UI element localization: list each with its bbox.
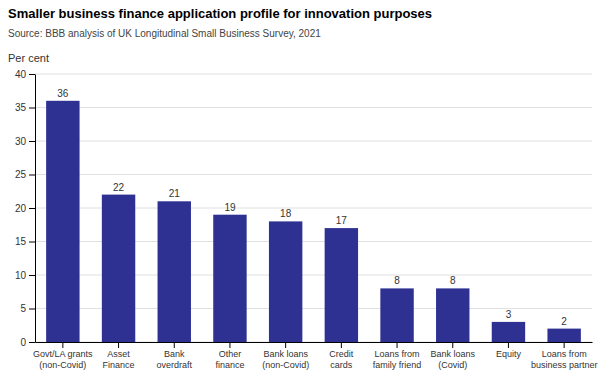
y-tick-label: 10 <box>15 270 27 281</box>
x-tick-label: Loans fromfamily friend <box>373 349 422 370</box>
x-tick: Otherfinance <box>215 342 244 370</box>
x-tick-label: Creditcards <box>329 349 354 370</box>
y-tick-label: 30 <box>15 136 27 147</box>
data-label: 17 <box>336 215 348 226</box>
y-tick-mark <box>29 208 35 209</box>
y-tick-label: 5 <box>20 303 26 314</box>
y-tick-mark <box>29 242 35 243</box>
title: Smaller business finance application pro… <box>8 6 432 21</box>
y-axis-line <box>35 75 36 343</box>
x-tick: Loans fromfamily friend <box>373 342 422 370</box>
bar <box>380 288 413 342</box>
bar <box>213 215 246 342</box>
grid-line <box>35 141 592 142</box>
data-label: 3 <box>506 309 512 320</box>
y-tick: 0 <box>20 337 35 348</box>
y-tick: 5 <box>20 303 35 314</box>
x-tick-mark <box>508 342 509 348</box>
y-tick-mark <box>29 175 35 176</box>
bar <box>102 195 135 342</box>
x-tick: Equity <box>496 342 522 359</box>
y-axis: 0 5 10 15 20 25 30 35 40 <box>15 69 36 348</box>
bar <box>492 322 525 342</box>
x-tick-mark <box>452 342 453 348</box>
x-tick-label: Otherfinance <box>215 349 244 370</box>
y-tick-label: 0 <box>20 337 26 348</box>
x-tick: Loans frombusiness partner <box>531 342 598 370</box>
y-tick-mark <box>29 275 35 276</box>
x-tick-mark <box>174 342 175 348</box>
y-tick-mark <box>29 309 35 310</box>
grid-line <box>35 107 592 108</box>
bar <box>269 221 302 342</box>
x-tick: Bank loans(non-Covid) <box>262 342 309 370</box>
y-tick: 25 <box>15 169 35 180</box>
y-tick-mark <box>29 74 35 75</box>
y-tick-label: 20 <box>15 203 27 214</box>
x-tick-mark <box>229 342 230 348</box>
x-tick-label: Govt/LA grants(non-Covid) <box>33 349 93 370</box>
y-tick-label: 40 <box>15 69 27 80</box>
subtitle: Source: BBB analysis of UK Longitudinal … <box>8 28 321 39</box>
bar <box>547 329 580 342</box>
grid-line <box>35 74 592 75</box>
y-axis-title: Per cent <box>8 52 49 64</box>
data-label: 22 <box>113 182 125 193</box>
x-tick-mark <box>118 342 119 348</box>
data-label: 21 <box>169 188 181 199</box>
y-tick: 20 <box>15 203 35 214</box>
x-tick-label: Bank loans(non-Covid) <box>262 349 309 370</box>
plot: 0 5 10 15 20 25 30 35 40 Govt/LA grants(non-Covid… <box>15 69 598 370</box>
x-tick: Bank loans(Covid) <box>430 342 475 370</box>
data-labels: 36 22 21 19 18 17 8 8 3 2 <box>57 88 567 327</box>
data-label: 36 <box>57 88 69 99</box>
x-tick-label: AssetFinance <box>103 349 135 370</box>
x-tick: Govt/LA grants(non-Covid) <box>33 342 93 370</box>
y-tick: 30 <box>15 136 35 147</box>
x-tick-mark <box>341 342 342 348</box>
bar <box>436 288 469 342</box>
y-tick-label: 15 <box>15 236 27 247</box>
x-tick-label: Loans frombusiness partner <box>531 349 598 370</box>
x-axis: Govt/LA grants(non-Covid) AssetFinance Ban… <box>33 342 597 370</box>
x-tick-mark <box>564 342 565 348</box>
x-tick: AssetFinance <box>103 342 135 370</box>
x-tick: Creditcards <box>329 342 354 370</box>
grid <box>35 74 592 342</box>
y-tick-mark <box>29 342 35 343</box>
x-tick-mark <box>397 342 398 348</box>
grid-line <box>35 174 592 175</box>
y-tick-mark <box>29 108 35 109</box>
y-tick-label: 35 <box>15 102 27 113</box>
chart: Smaller business finance application pro… <box>0 0 604 384</box>
x-tick-mark <box>62 342 63 348</box>
data-label: 2 <box>561 316 567 327</box>
y-tick-label: 25 <box>15 169 27 180</box>
bar <box>325 228 358 342</box>
y-tick: 15 <box>15 236 35 247</box>
x-tick-label: Equity <box>496 349 522 359</box>
bars <box>46 101 581 342</box>
x-tick-mark <box>285 342 286 348</box>
x-tick: Bankoverdraft <box>156 342 192 370</box>
data-label: 8 <box>394 275 400 286</box>
data-label: 18 <box>280 208 292 219</box>
y-tick: 40 <box>15 69 35 80</box>
bar <box>158 201 191 342</box>
x-tick-label: Bank loans(Covid) <box>430 349 475 370</box>
bar <box>46 101 79 342</box>
y-tick: 35 <box>15 102 35 113</box>
data-label: 19 <box>224 202 236 213</box>
y-tick: 10 <box>15 270 35 281</box>
data-label: 8 <box>450 275 456 286</box>
x-tick-label: Bankoverdraft <box>156 349 192 370</box>
y-tick-mark <box>29 141 35 142</box>
